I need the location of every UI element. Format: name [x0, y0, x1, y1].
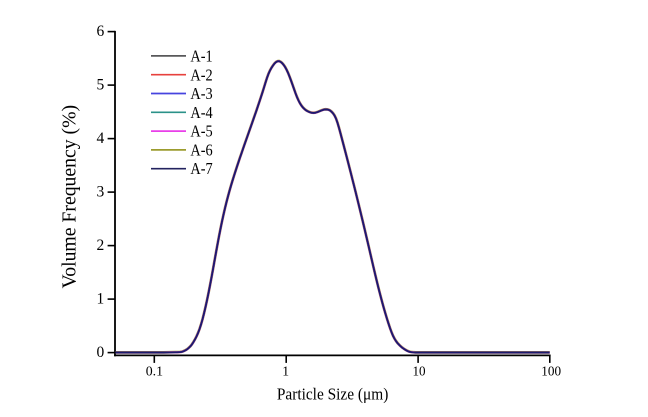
- svg-text:6: 6: [96, 23, 104, 40]
- svg-text:10: 10: [412, 364, 425, 379]
- svg-text:A-6: A-6: [190, 140, 212, 159]
- svg-text:2: 2: [96, 237, 104, 254]
- svg-text:1: 1: [282, 364, 289, 379]
- svg-text:4: 4: [96, 130, 104, 147]
- svg-text:0.1: 0.1: [146, 364, 163, 379]
- svg-text:A-7: A-7: [190, 159, 212, 178]
- svg-text:A-3: A-3: [190, 84, 212, 103]
- svg-text:A-5: A-5: [190, 122, 212, 141]
- svg-text:100: 100: [541, 364, 561, 379]
- svg-text:0: 0: [96, 344, 104, 361]
- svg-text:5: 5: [96, 77, 104, 94]
- svg-text:3: 3: [96, 184, 104, 201]
- svg-text:1: 1: [96, 291, 104, 308]
- svg-text:A-2: A-2: [190, 65, 212, 84]
- svg-text:Volume Frequency (%): Volume Frequency (%): [58, 105, 80, 289]
- svg-text:A-1: A-1: [190, 47, 212, 66]
- svg-text:Particle Size (μm): Particle Size (μm): [277, 385, 389, 404]
- svg-text:A-4: A-4: [190, 103, 213, 122]
